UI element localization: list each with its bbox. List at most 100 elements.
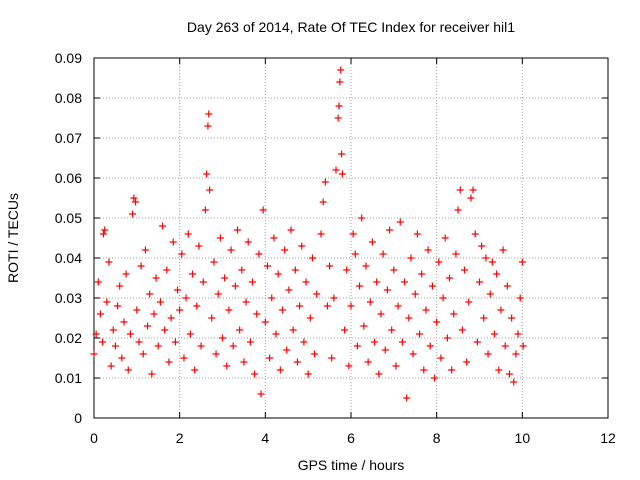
data-point (195, 242, 203, 250)
data-point (416, 330, 424, 338)
y-axis-label: ROTI / TECUs (5, 193, 21, 283)
data-point (441, 234, 449, 242)
x-tick-label: 2 (176, 430, 184, 446)
data-point (205, 110, 213, 118)
data-point (203, 170, 211, 178)
data-point (519, 342, 527, 350)
data-point (514, 330, 522, 338)
data-point (471, 230, 479, 238)
data-point (499, 246, 507, 254)
data-point (505, 370, 513, 378)
data-point (130, 194, 138, 202)
data-point (516, 294, 524, 302)
data-point (107, 362, 115, 370)
data-point (285, 286, 293, 294)
data-point (276, 366, 284, 374)
data-point (176, 306, 184, 314)
data-point (503, 282, 511, 290)
data-point (336, 78, 344, 86)
data-point (227, 246, 235, 254)
x-tick-label: 0 (90, 430, 98, 446)
data-point (240, 358, 248, 366)
data-point (458, 326, 466, 334)
data-point (323, 302, 331, 310)
data-point (480, 314, 488, 322)
data-point (388, 326, 396, 334)
data-point (182, 294, 190, 302)
data-point (101, 226, 109, 234)
data-point (263, 262, 271, 270)
data-point (332, 166, 340, 174)
y-tick-label: 0.03 (55, 290, 82, 306)
data-point (493, 270, 501, 278)
data-point (287, 226, 295, 234)
data-point (420, 366, 428, 374)
data-point (452, 250, 460, 258)
data-point (330, 294, 338, 302)
data-point (375, 370, 383, 378)
axis-ticks: 0 2 4 6 8 10 12 0 0.01 0.02 0.03 0.04 0.05 0.06 0.07 0.… (55, 50, 616, 446)
data-point (105, 258, 113, 266)
data-point (403, 394, 411, 402)
data-point (401, 278, 409, 286)
data-point (362, 262, 370, 270)
y-tick-label: 0.09 (55, 50, 82, 66)
data-point (497, 306, 505, 314)
data-point (216, 234, 224, 242)
x-tick-label: 6 (347, 430, 355, 446)
data-point (266, 354, 274, 362)
data-point (488, 258, 496, 266)
data-point (274, 270, 282, 278)
data-point (377, 310, 385, 318)
data-point (283, 346, 291, 354)
data-point (210, 258, 218, 266)
scatter-points (90, 66, 527, 402)
data-point (154, 342, 162, 350)
data-point (437, 354, 445, 362)
data-point (99, 338, 107, 346)
data-point (219, 334, 226, 342)
data-point (486, 290, 494, 298)
data-point (351, 250, 359, 258)
data-point (381, 346, 389, 354)
data-point (193, 302, 201, 310)
data-point (169, 238, 177, 246)
data-point (428, 282, 436, 290)
y-tick-label: 0 (74, 410, 82, 426)
data-point (426, 342, 434, 350)
data-point (141, 246, 149, 254)
data-point (132, 198, 140, 206)
data-point (259, 206, 267, 214)
data-point (337, 66, 345, 74)
data-point (135, 338, 143, 346)
data-point (221, 274, 229, 282)
data-point (490, 330, 498, 338)
data-point (223, 362, 231, 370)
data-point (278, 306, 286, 314)
data-point (109, 326, 117, 334)
data-point (335, 102, 343, 110)
data-point (270, 234, 278, 242)
data-point (94, 278, 102, 286)
data-point (364, 358, 372, 366)
data-point (343, 266, 351, 274)
data-point (150, 310, 158, 318)
data-point (191, 366, 199, 374)
data-point (443, 334, 451, 342)
data-point (319, 198, 327, 206)
data-point (118, 354, 126, 362)
data-point (137, 262, 145, 270)
data-point (338, 150, 346, 158)
data-point (341, 326, 349, 334)
data-point (120, 318, 128, 326)
data-point (186, 330, 194, 338)
data-point (398, 338, 406, 346)
y-tick-label: 0.05 (55, 210, 82, 226)
data-point (461, 266, 469, 274)
data-point (448, 366, 456, 374)
data-point (161, 326, 169, 334)
data-point (338, 170, 346, 178)
data-point (92, 330, 100, 338)
data-point (139, 350, 147, 358)
